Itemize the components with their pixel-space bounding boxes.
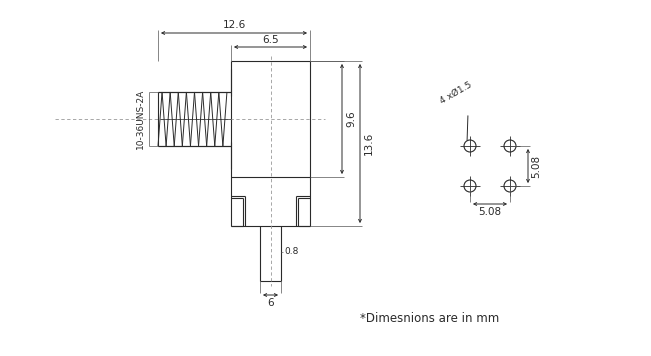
Text: 4 xØ1.5: 4 xØ1.5 (438, 80, 473, 106)
Text: 9.6: 9.6 (346, 111, 356, 127)
Text: 0.8: 0.8 (284, 247, 298, 256)
Text: 10-36UNS-2A: 10-36UNS-2A (135, 89, 145, 149)
Text: 13.6: 13.6 (364, 132, 374, 155)
Text: 5.08: 5.08 (478, 207, 501, 217)
Text: 5.08: 5.08 (531, 155, 541, 178)
Text: 12.6: 12.6 (223, 20, 245, 30)
Text: 6.5: 6.5 (262, 35, 279, 45)
Text: 6: 6 (267, 298, 274, 308)
Text: *Dimesnions are in mm: *Dimesnions are in mm (360, 312, 499, 325)
